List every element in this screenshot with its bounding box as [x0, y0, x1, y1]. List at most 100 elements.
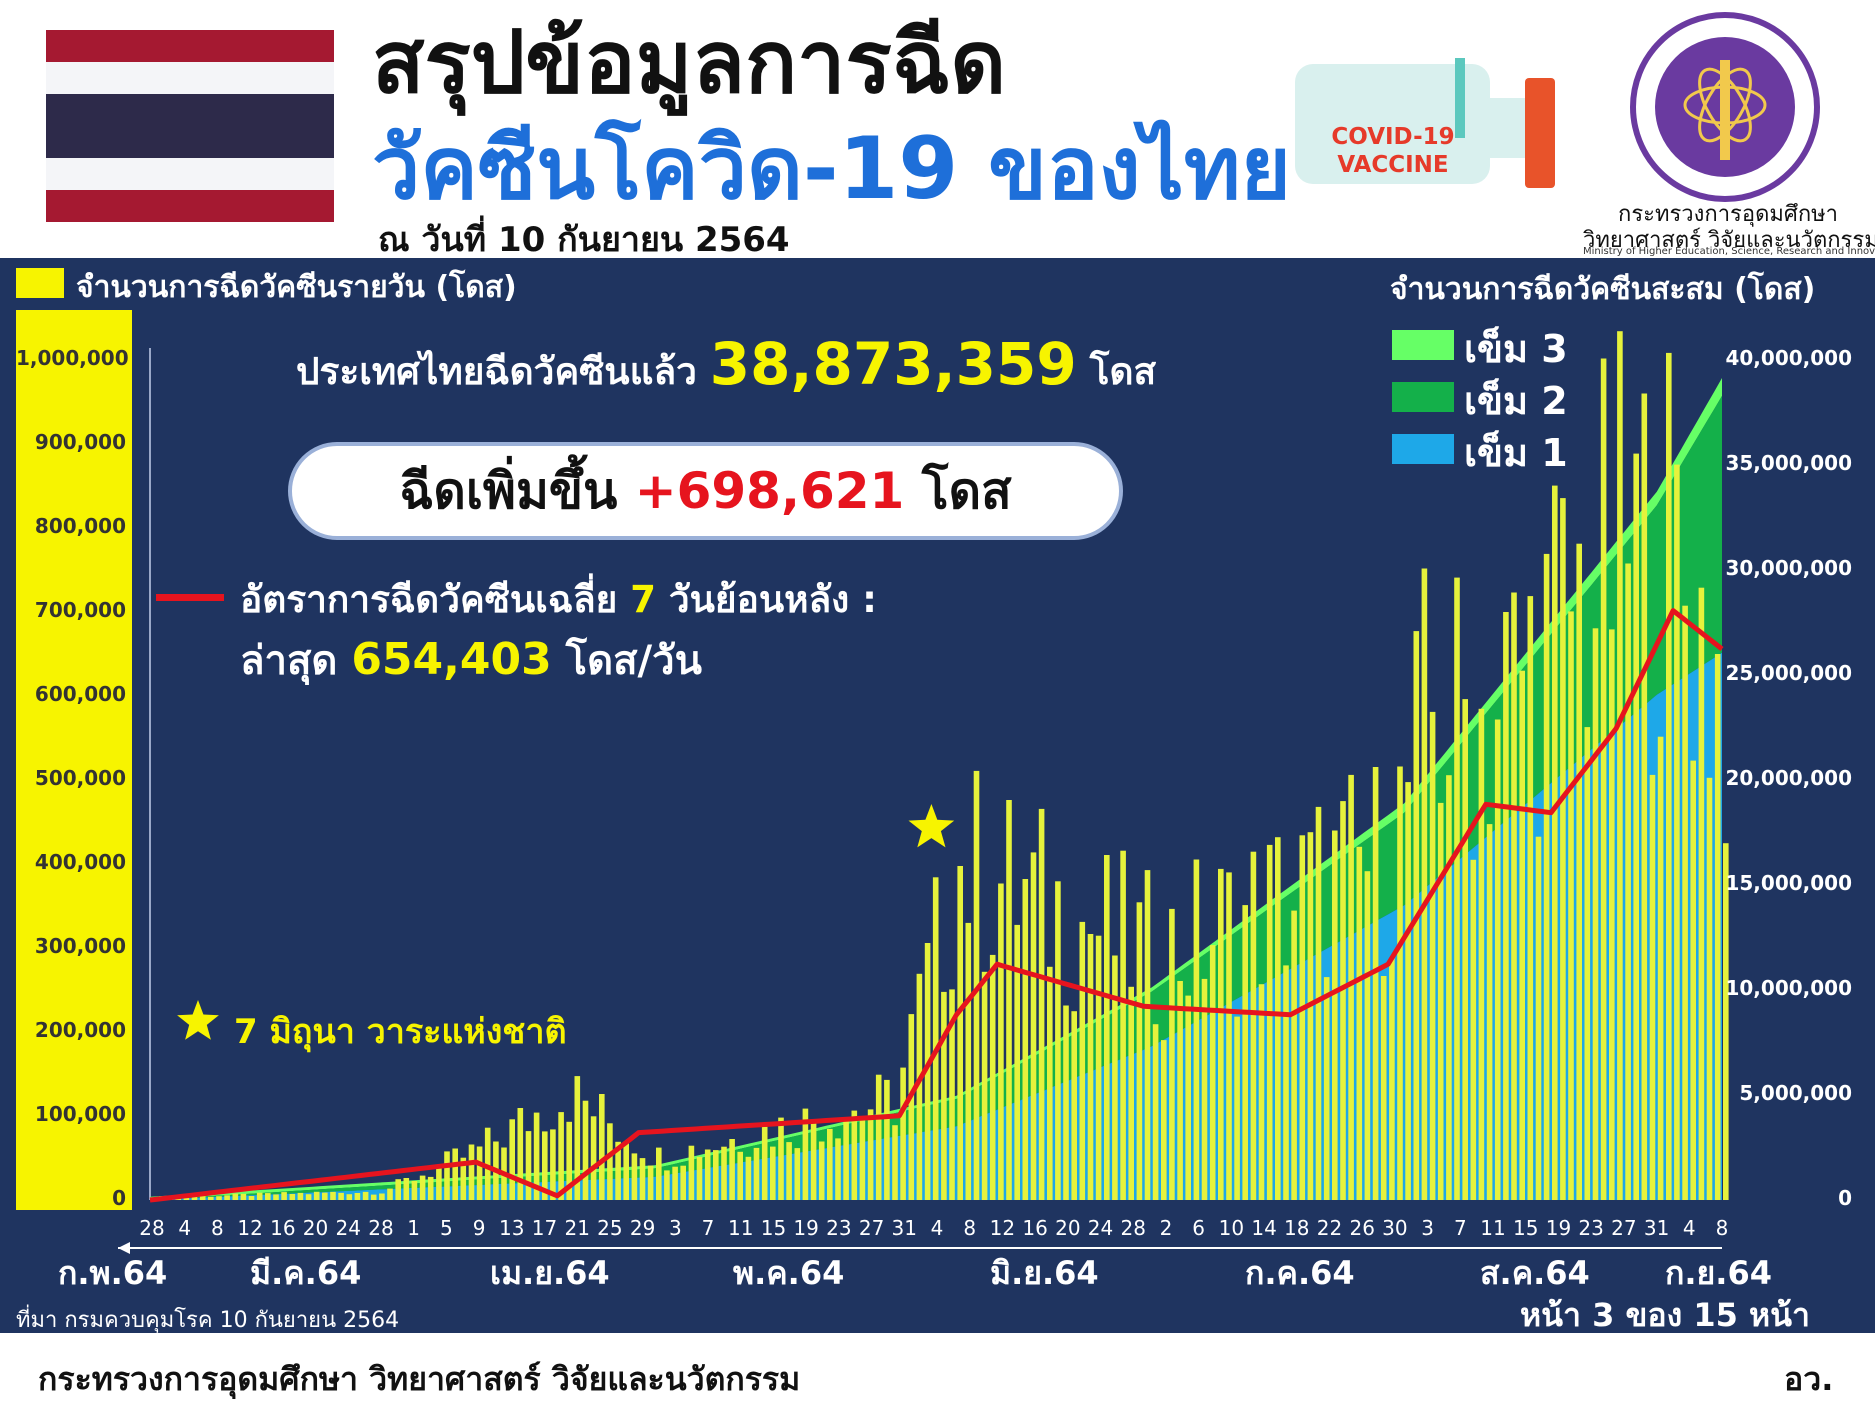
daily-bar	[574, 1076, 581, 1200]
daily-bar	[721, 1146, 727, 1200]
x-tick-label: 22	[1316, 1216, 1343, 1240]
x-tick-label: 21	[564, 1216, 590, 1240]
x-tick-label: 31	[891, 1216, 917, 1240]
daily-bar	[338, 1192, 344, 1200]
x-tick-label: 23	[1578, 1216, 1604, 1240]
daily-bar	[322, 1192, 328, 1200]
daily-bar	[998, 883, 1004, 1200]
increase-pill: ฉีดเพิ่มขึ้น +698,621 โดส	[288, 442, 1123, 540]
daily-bar	[1356, 846, 1363, 1200]
daily-bar	[1560, 498, 1566, 1201]
x-tick-label: 17	[531, 1216, 558, 1240]
daily-bar	[932, 877, 939, 1200]
x-tick-label: 8	[963, 1216, 977, 1240]
daily-bar	[1389, 957, 1395, 1200]
daily-bar	[1152, 1024, 1159, 1200]
avg-label-a: อัตราการฉีดวัคซีนเฉลี่ย	[240, 578, 618, 621]
daily-bar	[199, 1195, 206, 1200]
x-tick-label: 27	[1611, 1216, 1637, 1240]
daily-bar	[452, 1148, 458, 1200]
daily-bar	[680, 1165, 686, 1200]
daily-bar	[941, 991, 947, 1200]
ytick-left: 700,000	[34, 598, 126, 622]
daily-bar	[875, 1074, 882, 1200]
daily-bar	[509, 1119, 515, 1200]
daily-bar	[1690, 760, 1696, 1200]
daily-bar	[965, 922, 972, 1200]
x-tick-label: 8	[1715, 1216, 1729, 1240]
daily-bar	[1055, 881, 1061, 1200]
daily-bar	[1543, 553, 1550, 1200]
daily-bar	[1185, 995, 1191, 1200]
x-tick-label: 3	[1421, 1216, 1434, 1240]
daily-bar	[1063, 1005, 1069, 1200]
daily-bar	[525, 1131, 532, 1200]
daily-bar	[1429, 711, 1436, 1200]
x-tick-label: 16	[270, 1216, 296, 1240]
month-label: ส.ค.64	[1480, 1254, 1590, 1292]
ministry-name: กระทรวงการอุดมศึกษา	[1618, 202, 1838, 227]
daily-bar	[696, 1156, 703, 1200]
daily-bar	[1666, 352, 1672, 1200]
ministry-name-en: Ministry of Higher Education, Science, R…	[1583, 246, 1875, 257]
flag-stripe-red	[46, 190, 334, 222]
daily-bar	[1527, 596, 1534, 1200]
daily-bar	[566, 1121, 572, 1200]
daily-bar	[1079, 921, 1086, 1200]
ytick-right: 35,000,000	[1725, 451, 1852, 475]
daily-bar	[1120, 850, 1126, 1200]
daily-bar	[818, 1141, 825, 1200]
daily-bar	[908, 1014, 915, 1200]
daily-bar	[305, 1194, 312, 1200]
month-label: ก.พ.64	[58, 1254, 168, 1292]
daily-bar	[1291, 910, 1297, 1200]
ytick-left: 200,000	[34, 1018, 126, 1042]
ministry-name-2: วิทยาศาสตร์ วิจัยและนวัตกรรม	[1583, 228, 1875, 253]
legend-swatch-dose2	[1392, 382, 1454, 412]
daily-bar	[1405, 782, 1411, 1200]
daily-bar	[827, 1128, 833, 1200]
ytick-left: 100,000	[34, 1102, 126, 1126]
month-label: พ.ค.64	[733, 1254, 845, 1292]
daily-bar	[273, 1194, 279, 1200]
legend-dose3: เข็ม 3	[1464, 327, 1568, 371]
month-label: เม.ย.64	[490, 1254, 610, 1292]
x-tick-label: 18	[1284, 1216, 1310, 1240]
daily-bar	[379, 1193, 385, 1200]
daily-bar	[688, 1145, 695, 1200]
daily-bar	[884, 1079, 890, 1200]
daily-bar	[542, 1131, 548, 1200]
daily-bar	[289, 1194, 296, 1200]
daily-bar	[387, 1188, 393, 1200]
daily-bar	[558, 1112, 564, 1200]
daily-bar	[1714, 654, 1721, 1200]
daily-bar	[411, 1181, 418, 1200]
daily-bar	[436, 1165, 442, 1200]
daily-bar	[1609, 629, 1615, 1200]
daily-bar	[1519, 670, 1525, 1200]
daily-bar	[924, 943, 931, 1200]
daily-bar	[191, 1196, 198, 1200]
daily-bar	[957, 866, 963, 1200]
latest-value: 654,403	[351, 634, 552, 685]
flag-stripe-white	[46, 62, 334, 94]
daily-bar	[1209, 945, 1216, 1200]
ytick-left: 900,000	[34, 430, 126, 454]
x-tick-label: 4	[930, 1216, 944, 1240]
daily-bar	[468, 1144, 475, 1200]
x-tick-label: 28	[139, 1216, 165, 1240]
daily-bar	[248, 1196, 255, 1200]
daily-bar	[1503, 612, 1509, 1200]
daily-bar	[1372, 767, 1379, 1200]
daily-bar	[1218, 868, 1224, 1200]
daily-bar	[1307, 832, 1314, 1200]
daily-bar	[370, 1194, 377, 1200]
vaccine-vial-icon	[1295, 58, 1555, 188]
x-tick-label: 15	[760, 1216, 787, 1240]
daily-bar	[1364, 871, 1371, 1200]
daily-bar	[427, 1176, 434, 1200]
daily-bar	[973, 770, 980, 1200]
ytick-right: 20,000,000	[1725, 766, 1852, 790]
daily-bar	[1071, 1011, 1077, 1200]
daily-bar	[859, 1117, 866, 1200]
